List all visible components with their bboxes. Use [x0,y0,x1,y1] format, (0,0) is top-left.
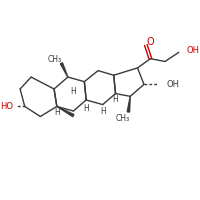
Text: CH₃: CH₃ [116,114,130,123]
Text: H: H [83,104,89,113]
Text: H: H [70,87,76,96]
Text: OH: OH [167,80,180,89]
Text: O: O [147,37,154,47]
Text: HO: HO [0,102,13,111]
Polygon shape [127,96,130,112]
Polygon shape [60,63,68,77]
Text: OH: OH [186,46,199,55]
Text: H: H [54,108,60,117]
Text: H: H [113,96,118,104]
Text: CH₃: CH₃ [48,55,62,64]
Polygon shape [57,106,74,117]
Text: H: H [100,107,106,116]
